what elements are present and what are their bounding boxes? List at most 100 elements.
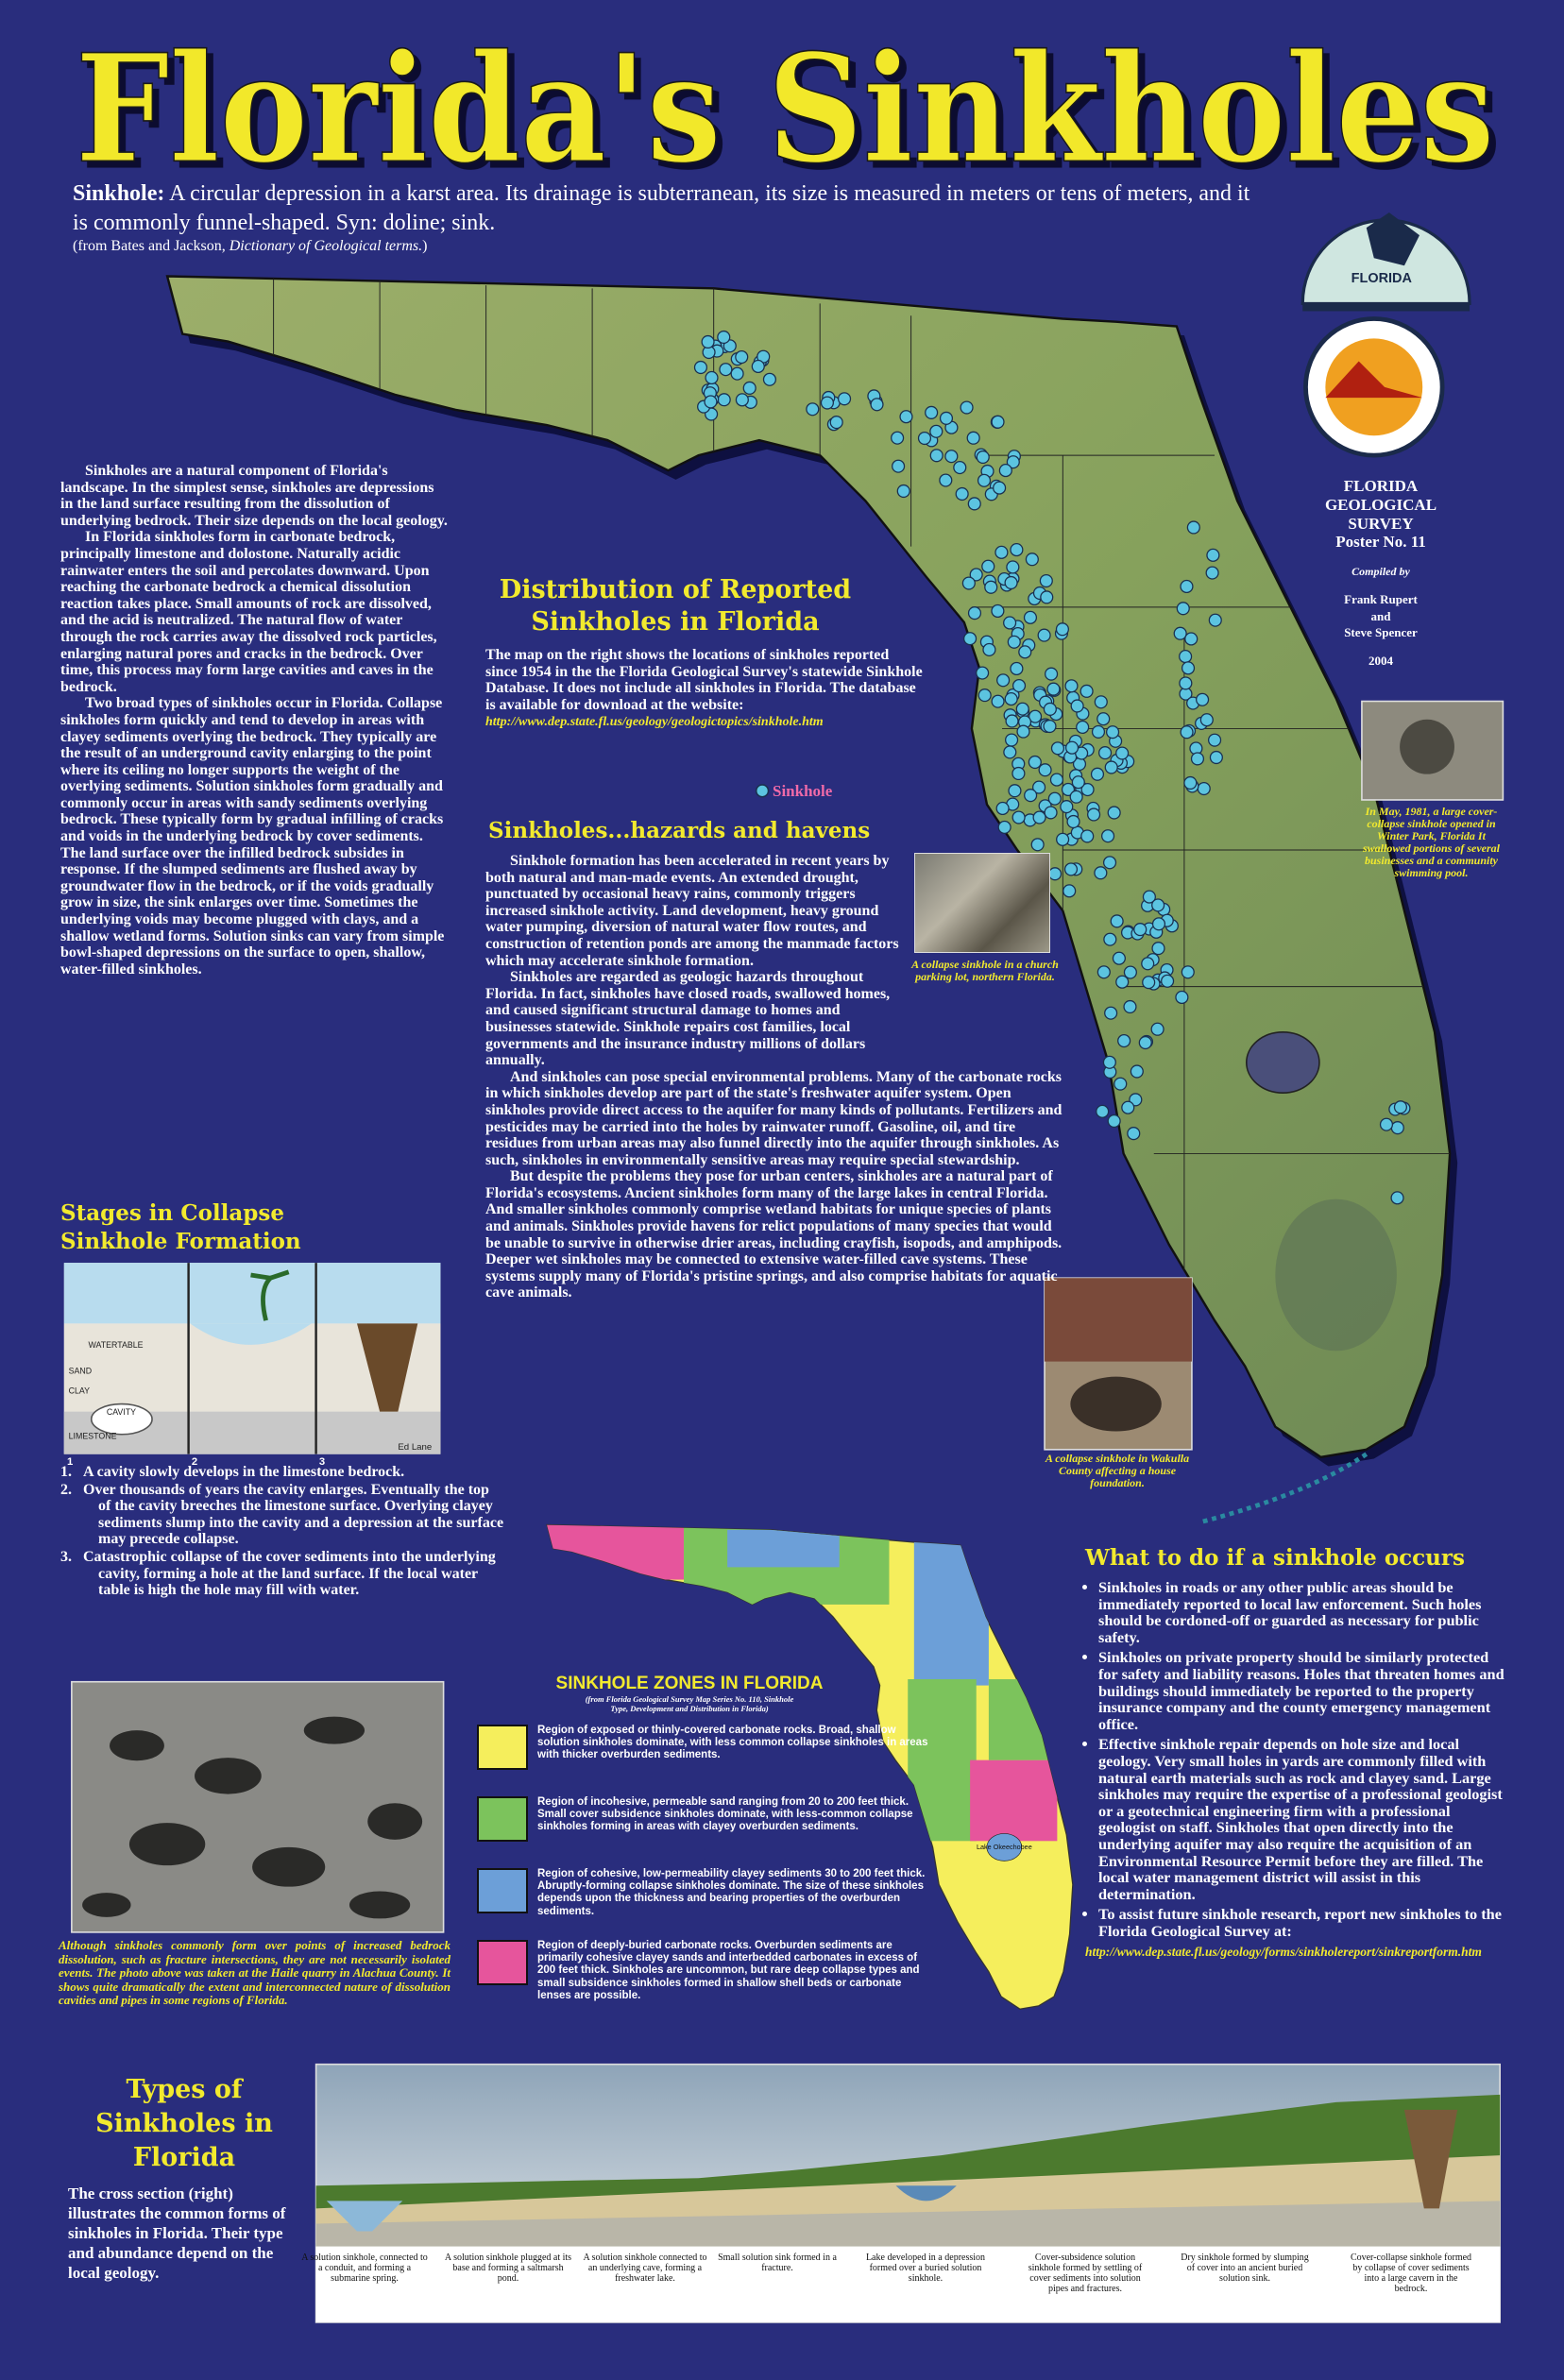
diagram-artist: Ed Lane <box>398 1442 432 1453</box>
sinkhole-dot <box>1070 699 1084 713</box>
sinkhole-dot <box>1098 746 1113 760</box>
zone-green-east <box>988 1678 1073 1760</box>
distribution-text: The map on the right shows the locations… <box>485 647 925 731</box>
distribution-url: http://www.dep.state.fl.us/geology/geolo… <box>485 715 824 730</box>
distribution-heading: Distribution of Reported Sinkholes in Fl… <box>499 575 852 637</box>
sinkhole-dot <box>1010 661 1024 676</box>
zone-text: Region of exposed or thinly-covered carb… <box>537 1725 928 1761</box>
cross-section-label: A solution sinkhole connected to an unde… <box>583 2252 707 2284</box>
sinkhole-dot <box>1064 740 1080 755</box>
sinkhole-dot <box>995 801 1010 816</box>
freshwater-lake <box>895 2185 957 2202</box>
sinkhole-dot <box>1094 695 1108 709</box>
sinkhole-dot <box>1060 800 1074 814</box>
sinkhole-dot <box>1175 990 1189 1005</box>
sinkhole-dot <box>1133 923 1148 937</box>
quarry-cavities <box>82 1716 423 1919</box>
author: Steve Spencer <box>1344 625 1418 640</box>
cross-section-label: Dry sinkhole formed by slumping of cover… <box>1181 2252 1309 2284</box>
sinkhole-dot <box>1023 610 1038 624</box>
sinkhole-dot <box>896 484 910 499</box>
sinkhole-dot <box>1206 548 1220 562</box>
winter-park-caption: In May, 1981, a large cover-collapse sin… <box>1362 805 1500 879</box>
zone-swatch <box>477 1796 528 1842</box>
report-url: http://www.dep.state.fl.us/geology/forms… <box>1085 1945 1482 1960</box>
what-to-do-item: Sinkholes in roads or any other public a… <box>1098 1579 1505 1645</box>
spring <box>326 2201 403 2232</box>
sinkhole-dot <box>993 481 1007 495</box>
sinkhole-dot <box>704 395 718 409</box>
paragraph: Sinkhole formation has been accelerated … <box>485 853 899 969</box>
sinkhole-dot <box>1010 542 1024 557</box>
collapse <box>357 1323 418 1412</box>
sinkhole-dot <box>1183 775 1198 790</box>
quarry-caption: Although sinkholes commonly form over po… <box>59 1938 450 2007</box>
sinkhole-dot <box>1012 810 1026 824</box>
cover-collapse <box>1403 2109 1458 2209</box>
step: 2. Over thousands of years the cavity enl… <box>60 1482 504 1548</box>
paragraph: But despite the problems they pose for u… <box>485 1168 1062 1301</box>
step-text: A cavity slowly develops in the limeston… <box>83 1464 405 1480</box>
zone-text: Region of deeply-buried carbonate rocks.… <box>537 1940 920 2001</box>
definition-text: A circular depression in a karst area. I… <box>73 181 1250 235</box>
everglades <box>1275 1198 1397 1352</box>
sinkhole-dot <box>929 449 944 463</box>
label-strip <box>315 2246 1501 2322</box>
sinkhole-dot <box>1390 1121 1404 1135</box>
sinkhole-dot <box>1121 1100 1135 1114</box>
church-photo-box: A collapse sinkhole in a church parking … <box>905 853 1065 1037</box>
sinkhole-dot <box>1209 750 1223 765</box>
sinkhole-dot <box>1205 566 1219 580</box>
what-to-do-item: Effective sinkhole repair depends on hol… <box>1098 1736 1505 1902</box>
sinkhole-dot <box>1107 1114 1121 1129</box>
sinkhole-dot <box>892 459 906 473</box>
sinkhole-dot <box>1047 791 1062 806</box>
definition-source: (from Bates and Jackson, Dictionary of G… <box>73 238 427 255</box>
sinkhole-dot <box>1018 645 1032 659</box>
sinkhole-dot <box>806 402 820 416</box>
sinkhole-dot <box>1161 974 1175 988</box>
sinkhole-dot <box>1104 1006 1118 1020</box>
introduction: Sinkholes are a natural component of Flo… <box>60 463 448 978</box>
sinkhole-dot <box>960 400 974 415</box>
cross-section-label: Cover-subsidence solution sinkhole forme… <box>1028 2252 1143 2294</box>
zone-swatch <box>477 1725 528 1770</box>
sinkhole-dot <box>1012 678 1027 693</box>
sinkhole-dot <box>1107 806 1121 820</box>
panel-number: 3 <box>319 1456 325 1468</box>
zone-swatch <box>477 1940 528 1985</box>
sinkhole-dot <box>719 363 733 377</box>
sinkhole-dot <box>1115 975 1130 989</box>
dep-logo-label: FLORIDA <box>1352 271 1413 286</box>
sinkhole-dot <box>998 464 1012 478</box>
sinkhole-dot <box>939 473 953 487</box>
zone-swatch <box>477 1868 528 1913</box>
sinkhole-dot <box>1043 702 1057 716</box>
sinkhole-dot <box>735 349 749 365</box>
sinkhole-dot <box>1038 763 1052 777</box>
sinkhole-dot <box>762 372 777 386</box>
sinkhole-dot <box>1004 692 1018 706</box>
hazards-text: A collapse sinkhole in a church parking … <box>485 853 1065 1301</box>
sinkhole-dot <box>997 820 1012 835</box>
sinkhole-dot <box>730 366 744 381</box>
and: and <box>1370 608 1391 623</box>
definition: Sinkhole: A circular depression in a kar… <box>73 179 1263 238</box>
sinkhole-dot <box>917 431 932 446</box>
winter-park-hole <box>1400 719 1454 774</box>
sinkhole-dot <box>1040 590 1054 604</box>
sinkhole-dot <box>1112 951 1126 965</box>
credits: FLORIDA GEOLOGICAL SURVEY Poster No. 11 … <box>1258 477 1504 670</box>
sinkhole-dot <box>1006 560 1020 574</box>
sinkhole-dot <box>1005 733 1019 747</box>
dep-logo-base <box>1302 303 1470 312</box>
sinkhole-dot <box>1199 713 1214 727</box>
sinkhole-dot <box>1173 626 1187 640</box>
sinkhole-dot <box>1091 724 1106 739</box>
sinkhole-dot <box>1043 719 1057 734</box>
sinkhole-dot <box>1138 1035 1152 1050</box>
agency: FLORIDA GEOLOGICAL SURVEY <box>1324 477 1437 533</box>
sinkhole-dot <box>1028 709 1043 723</box>
sinkhole-dot <box>981 559 995 573</box>
